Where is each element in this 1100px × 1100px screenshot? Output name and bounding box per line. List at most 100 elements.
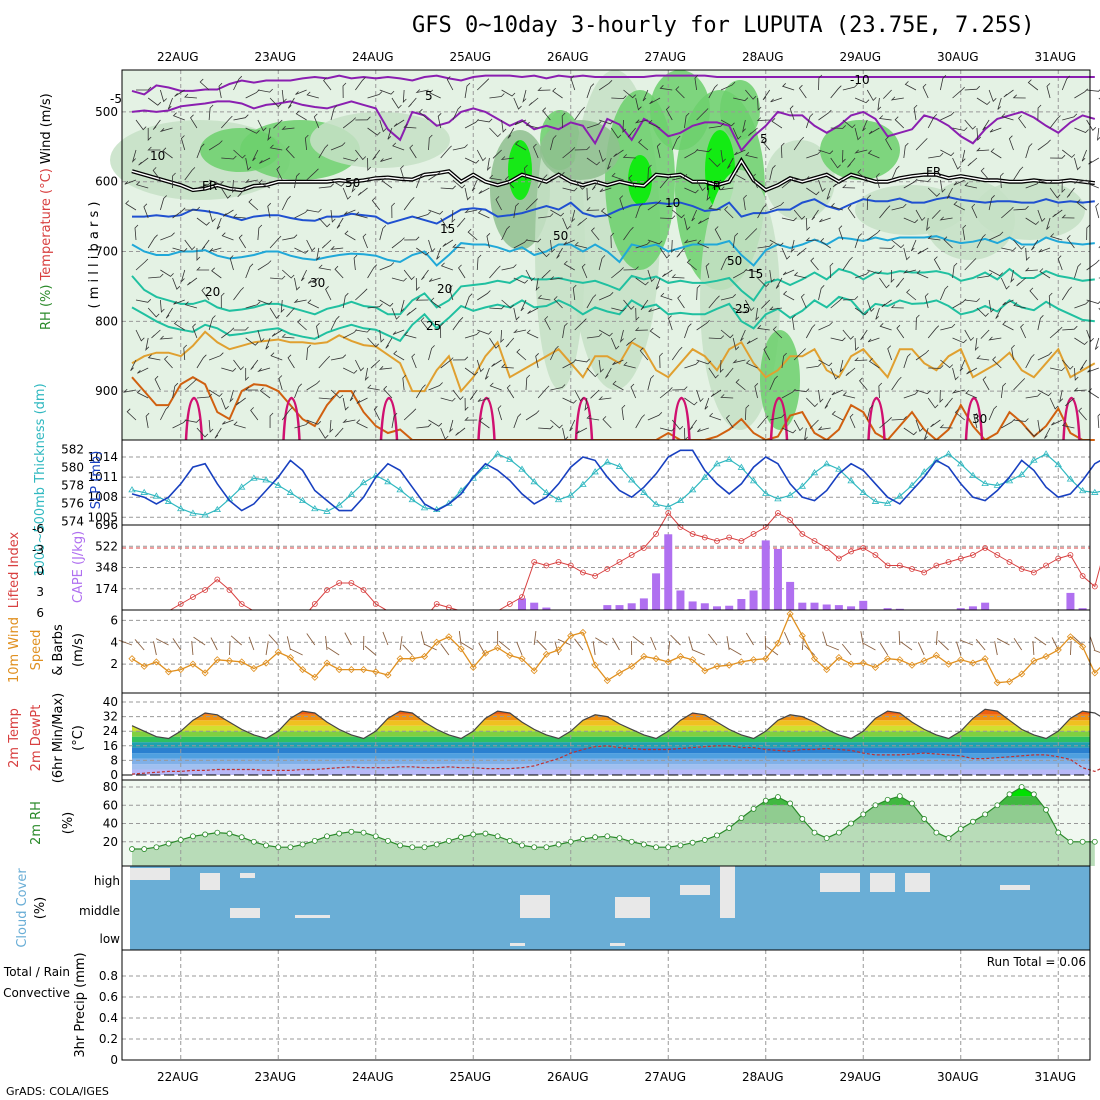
cape-bar bbox=[627, 603, 636, 610]
wind-barb bbox=[586, 207, 600, 211]
wind-barb bbox=[576, 427, 588, 434]
temp-band bbox=[132, 769, 1090, 775]
wind-barb bbox=[506, 384, 515, 399]
wind-barb bbox=[1037, 315, 1044, 331]
wind-barb bbox=[489, 265, 501, 279]
wind-barb bbox=[1074, 127, 1089, 133]
wind-speed-point bbox=[615, 669, 624, 677]
wind-barb bbox=[671, 135, 681, 151]
wind-barb bbox=[943, 236, 953, 249]
wind-barb bbox=[428, 277, 441, 282]
wind-barb bbox=[379, 262, 395, 271]
wind-barb bbox=[581, 263, 588, 279]
wind-barb bbox=[415, 384, 426, 399]
wind-barb bbox=[371, 197, 381, 211]
li-point bbox=[835, 555, 842, 562]
wind-barb bbox=[258, 179, 271, 189]
wind-barb bbox=[817, 426, 831, 431]
panel-bg bbox=[122, 950, 1090, 1060]
wind-barb bbox=[379, 225, 387, 241]
upper-ylabel-part: Wind (m/s) bbox=[39, 93, 54, 164]
cloud-fill bbox=[615, 897, 650, 918]
wind-barb bbox=[959, 359, 966, 372]
wind-barb bbox=[440, 262, 454, 271]
wind-barb bbox=[563, 260, 575, 271]
date-label-bottom: 23AUG bbox=[254, 1070, 296, 1084]
wind-barb bbox=[627, 127, 636, 138]
wind-barb bbox=[1000, 277, 1010, 290]
wind-barb bbox=[574, 179, 586, 190]
isotherm-35 bbox=[964, 396, 984, 441]
wind-speed-point bbox=[725, 661, 733, 669]
wind-barb bbox=[221, 367, 237, 372]
temp-axis-label-c: (6hr Min/Max) bbox=[51, 693, 66, 783]
rh-point bbox=[470, 831, 477, 838]
cloud-unit-label: (%) bbox=[33, 897, 48, 920]
cape-bar bbox=[1078, 608, 1087, 610]
thickness-point bbox=[384, 478, 392, 485]
wind-barb bbox=[989, 127, 1002, 133]
isotherm-35 bbox=[379, 396, 399, 441]
isotherm-label: 5 bbox=[760, 132, 768, 146]
wind-barb bbox=[684, 397, 698, 406]
wind-barb bbox=[218, 82, 223, 99]
li-point bbox=[372, 601, 379, 607]
wind-barb bbox=[922, 83, 929, 99]
wind-barb bbox=[854, 97, 870, 104]
wind-barb bbox=[976, 307, 989, 317]
li-point bbox=[933, 562, 940, 569]
precip-tick-label: 0.8 bbox=[99, 969, 118, 983]
wind-barb bbox=[619, 195, 624, 211]
cloud-level-label: low bbox=[100, 932, 121, 946]
rh-axis-label: 2m RH bbox=[29, 801, 44, 845]
wind-barb-10m bbox=[595, 637, 608, 646]
wind-barb bbox=[720, 394, 734, 399]
rh-point bbox=[884, 796, 891, 803]
wind-barb bbox=[1081, 149, 1088, 162]
rh-point bbox=[153, 844, 160, 851]
thickness-point bbox=[603, 458, 612, 465]
wind-barb bbox=[489, 337, 500, 349]
wind-barb bbox=[334, 427, 344, 438]
wind-barb bbox=[449, 419, 454, 433]
wind-barb bbox=[1003, 89, 1014, 98]
wind-barb bbox=[330, 105, 338, 121]
wind-barb bbox=[635, 97, 642, 111]
wind-barb bbox=[672, 386, 688, 391]
thickness-point bbox=[177, 504, 185, 512]
wind-barb bbox=[1074, 157, 1081, 171]
wind-barb bbox=[167, 97, 173, 110]
rh-shade-area bbox=[650, 70, 710, 150]
wind-barb-10m bbox=[1032, 641, 1035, 656]
wind-barb bbox=[756, 117, 770, 122]
rh-point bbox=[738, 815, 745, 821]
wind-barb bbox=[428, 419, 443, 427]
wind-barb bbox=[420, 317, 429, 331]
wind-barb bbox=[429, 89, 441, 99]
wind-barb bbox=[988, 269, 1004, 277]
wind-barb bbox=[885, 136, 892, 151]
rh-tick-label: 20 bbox=[103, 835, 118, 849]
wind-barb bbox=[659, 85, 673, 91]
wind-speed-point bbox=[542, 650, 550, 658]
wind-barb bbox=[440, 322, 444, 339]
wind-barb bbox=[513, 413, 522, 429]
date-label-bottom: 27AUG bbox=[644, 1070, 686, 1084]
run-total-label: Run Total = 0.06 bbox=[987, 955, 1086, 969]
isotherm-25 bbox=[131, 330, 1096, 394]
wind-barb-10m bbox=[498, 640, 511, 651]
wind-barb bbox=[233, 287, 244, 301]
wind-barb bbox=[336, 217, 344, 229]
cloud-fill bbox=[720, 866, 735, 918]
wind-barb bbox=[362, 233, 368, 249]
wind-barb bbox=[793, 136, 805, 151]
wind-barb bbox=[746, 337, 758, 345]
wind-speed-point bbox=[591, 661, 599, 669]
rh-point bbox=[531, 844, 538, 851]
wind-barb bbox=[513, 329, 527, 334]
wind-barb bbox=[974, 337, 979, 352]
wind-barb bbox=[293, 299, 307, 303]
wind-barb bbox=[677, 294, 685, 309]
